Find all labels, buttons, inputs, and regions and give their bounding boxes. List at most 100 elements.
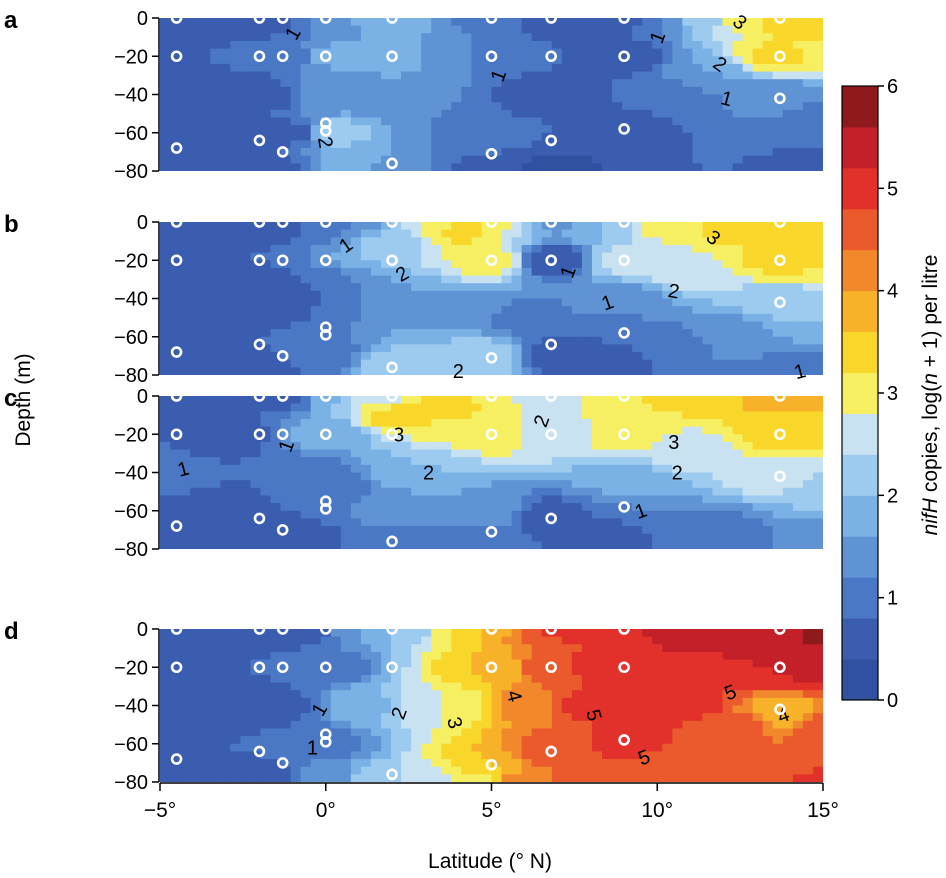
field-cell — [441, 260, 452, 269]
field-cell — [792, 132, 804, 141]
field-cell — [561, 629, 573, 638]
field-cell — [230, 86, 241, 96]
field-cell — [531, 751, 543, 760]
field-cell — [541, 728, 553, 737]
field-cell — [310, 71, 322, 80]
field-cell — [471, 651, 483, 661]
field-cell — [602, 667, 613, 676]
field-cell — [300, 33, 312, 42]
field-cell — [260, 109, 272, 119]
field-cell — [160, 751, 171, 760]
field-cell — [652, 464, 663, 474]
field-cell — [571, 751, 583, 760]
field-cell — [752, 237, 764, 246]
field-cell — [581, 411, 593, 420]
field-cell — [180, 743, 191, 752]
field-cell — [370, 659, 382, 668]
field-cell — [250, 487, 262, 497]
field-cell — [662, 102, 673, 111]
field-cell — [170, 25, 181, 34]
field-cell — [511, 697, 523, 707]
field-cell — [662, 298, 673, 307]
field-cell — [642, 18, 653, 27]
field-cell — [531, 411, 543, 420]
field-cell — [230, 659, 241, 668]
field-cell — [541, 33, 553, 42]
field-cell — [270, 690, 282, 699]
field-cell — [290, 396, 302, 405]
field-cell — [501, 464, 513, 474]
sample-point — [485, 351, 498, 364]
field-cell — [200, 267, 211, 277]
field-cell — [732, 132, 744, 141]
field-cell — [451, 449, 462, 458]
field-cell — [310, 766, 322, 775]
field-cell — [812, 464, 823, 474]
field-cell — [672, 86, 683, 96]
field-cell — [471, 79, 483, 88]
field-cell — [602, 252, 613, 261]
field-cell — [501, 411, 513, 420]
field-cell — [170, 713, 181, 722]
field-cell — [190, 290, 201, 300]
field-cell — [752, 71, 764, 80]
field-cell — [190, 457, 201, 466]
field-cell — [350, 336, 362, 345]
field-cell — [712, 252, 724, 261]
field-cell — [571, 759, 583, 768]
field-cell — [431, 79, 442, 88]
field-cell — [200, 743, 211, 752]
field-cell — [170, 736, 181, 745]
field-cell — [531, 125, 543, 134]
field-cell — [612, 125, 623, 134]
field-cell — [672, 252, 683, 261]
field-cell — [330, 329, 342, 338]
field-cell — [180, 396, 191, 405]
field-cell — [702, 510, 714, 519]
field-cell — [732, 155, 744, 164]
field-cell — [491, 667, 503, 676]
field-cell — [240, 79, 252, 88]
field-cell — [180, 690, 191, 699]
field-cell — [260, 629, 272, 638]
field-cell — [441, 487, 452, 497]
field-cell — [220, 244, 231, 254]
field-cell — [240, 403, 252, 412]
field-cell — [491, 480, 503, 489]
field-cell — [732, 267, 744, 277]
field-cell — [280, 290, 292, 300]
field-cell — [752, 426, 764, 435]
field-cell — [310, 290, 322, 300]
field-cell — [320, 518, 332, 527]
field-cell — [431, 244, 442, 254]
field-cell — [300, 18, 312, 27]
field-cell — [561, 426, 573, 435]
field-cell — [210, 237, 221, 246]
field-cell — [591, 260, 603, 269]
field-cell — [571, 79, 583, 88]
y-tick-label: 0 — [137, 212, 148, 234]
field-cell — [260, 155, 272, 164]
field-cell — [652, 86, 663, 96]
field-cell — [381, 682, 392, 691]
field-cell — [260, 163, 272, 171]
field-cell — [531, 79, 543, 88]
field-cell — [320, 526, 332, 535]
field-cell — [521, 743, 533, 752]
field-cell — [401, 329, 412, 338]
field-cell — [220, 102, 231, 111]
field-cell — [461, 244, 473, 254]
field-cell — [521, 56, 533, 65]
field-cell — [481, 132, 493, 141]
field-cell — [160, 510, 171, 519]
field-cell — [451, 774, 462, 782]
field-cell — [360, 495, 372, 504]
field-cell — [160, 48, 171, 57]
field-cell — [461, 336, 473, 345]
field-cell — [441, 518, 452, 527]
field-cell — [612, 252, 623, 261]
field-cell — [591, 352, 603, 361]
field-cell — [551, 743, 563, 752]
field-cell — [401, 306, 412, 315]
field-cell — [491, 140, 503, 149]
